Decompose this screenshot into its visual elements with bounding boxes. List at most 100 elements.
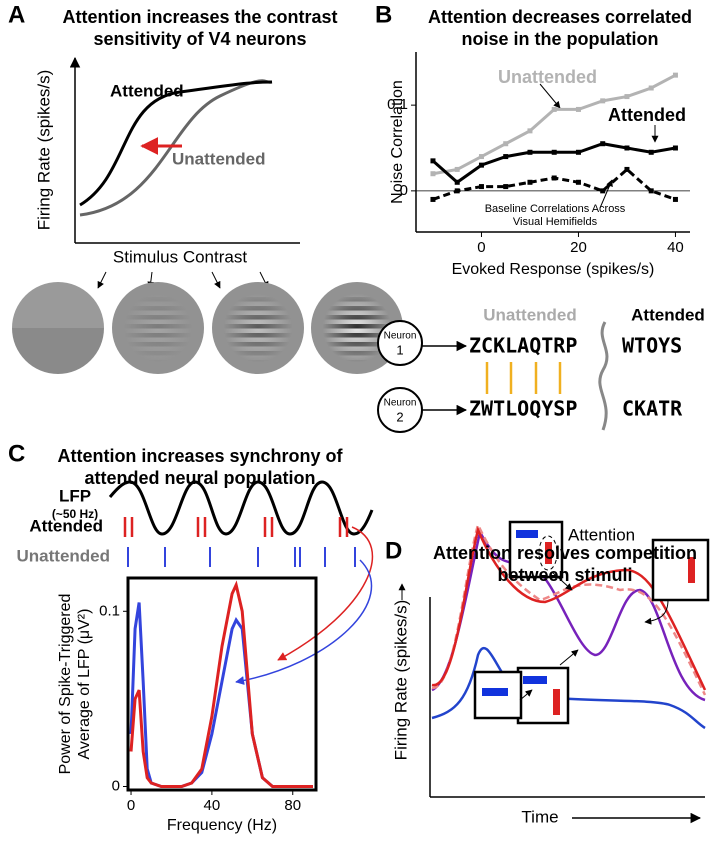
attended-curve: [79, 80, 273, 207]
pointer: [519, 689, 533, 701]
x-axis-label: Evoked Response (spikes/s): [452, 261, 655, 278]
unattended-label: Unattended: [17, 546, 111, 565]
stimulus-bar: [553, 689, 560, 715]
gabor-stimulus: [12, 282, 104, 374]
x-tick-label: 80: [284, 797, 301, 814]
data-point: [672, 196, 678, 202]
unattended-curve: [79, 79, 273, 217]
y-tick-label: 0: [112, 777, 120, 794]
data-point: [624, 145, 630, 151]
x-tick-label: 0: [477, 239, 485, 256]
data-point: [551, 175, 557, 181]
synchrony-links: [485, 362, 562, 394]
stimulus-bar: [688, 557, 695, 583]
data-point: [527, 149, 533, 155]
data-point: [648, 85, 654, 91]
y-tick-label: 0.1: [387, 96, 408, 113]
panel-title: Attention increases the contrast sensiti…: [62, 7, 338, 49]
unattended-header: Unattended: [483, 305, 577, 324]
attention-label: Attention: [568, 525, 635, 544]
panel-letter: B: [375, 1, 392, 28]
x-tick-label: 20: [570, 239, 587, 256]
stimulus-bar: [482, 688, 508, 696]
stimulus-inset: [651, 538, 710, 602]
series-line: [129, 602, 313, 788]
plot-frame: [126, 576, 318, 792]
series-label: Attended: [608, 105, 686, 125]
data-point: [600, 188, 606, 194]
spike-sequence: WTOYS: [622, 334, 682, 358]
neuron-number: 2: [396, 409, 403, 424]
y-tick-label: 0.1: [99, 602, 120, 619]
x-tick-label: 40: [204, 797, 221, 814]
divider: [598, 321, 609, 431]
data-point: [478, 162, 484, 168]
data-point: [648, 188, 654, 194]
data-point: [551, 106, 557, 112]
gabor-grating: [212, 282, 304, 374]
stimulus-bar: [545, 542, 552, 564]
unattended-label: Unattended: [172, 149, 266, 168]
panel-title: Attention resolves competition between s…: [432, 543, 698, 585]
neuron-number: 1: [396, 342, 403, 357]
pointer: [559, 649, 579, 666]
data-point: [672, 145, 678, 151]
link-arrow: [235, 559, 373, 685]
stimulus-bar: [516, 530, 538, 538]
data-point: [478, 154, 484, 160]
lfp-wave: [108, 480, 374, 536]
data-point: [624, 166, 630, 172]
lfp-band: (~50 Hz): [52, 507, 98, 521]
x-axis-label: Stimulus Contrast: [113, 247, 247, 266]
data-point: [503, 184, 509, 190]
data-point: [454, 179, 460, 185]
spike-sequence: CKATR: [622, 397, 683, 421]
data-point: [527, 128, 533, 134]
neuron-label: Neuron: [384, 398, 417, 409]
unattended-spikes: [127, 547, 356, 567]
data-point: [503, 141, 509, 147]
data-point: [648, 149, 654, 155]
attended-label: Attended: [29, 516, 103, 535]
attended-header: Attended: [631, 305, 705, 324]
spike-sequence: ZCKLAQTRP: [469, 334, 577, 358]
series-annotation: Baseline Correlations Across Visual Hemi…: [484, 203, 626, 228]
x-tick-label: 40: [667, 239, 684, 256]
y-axis-label: Power of Spike-Triggered Average of LFP …: [57, 593, 93, 775]
attended-label: Attended: [110, 81, 184, 100]
data-point: [430, 196, 436, 202]
panel-title: Attention increases synchrony of attende…: [57, 446, 343, 488]
x-axis-label: Frequency (Hz): [167, 817, 277, 834]
pointer: [539, 83, 561, 109]
data-point: [600, 141, 606, 147]
y-tick-label: 0: [400, 182, 408, 199]
data-point: [430, 171, 436, 177]
stimulus-bar: [523, 676, 547, 684]
y-axis-label: Firing Rate (spikes/s): [391, 600, 410, 761]
series-label: Unattended: [498, 67, 597, 87]
data-point: [624, 94, 630, 100]
data-point: [575, 149, 581, 155]
neuron-node: [377, 320, 423, 366]
data-point: [503, 154, 509, 160]
data-point: [430, 158, 436, 164]
panel-title: Attention decreases correlated noise in …: [427, 7, 693, 49]
attention-focus: [538, 535, 558, 571]
response-curve: [431, 526, 707, 691]
pointer: [599, 179, 613, 209]
data-point: [600, 98, 606, 104]
data-point: [478, 184, 484, 190]
y-axis-label: Noise Correlation: [389, 80, 406, 204]
data-point: [454, 188, 460, 194]
data-point: [551, 149, 557, 155]
y-axis-label: Firing Rate (spikes/s): [34, 70, 53, 231]
pointer: [644, 599, 669, 625]
pointer: [551, 571, 573, 591]
link-arrow: [277, 526, 374, 661]
panel-letter: A: [8, 1, 25, 28]
lfp-label: LFP: [59, 486, 91, 505]
data-point: [527, 179, 533, 185]
attended-spikes: [123, 517, 349, 537]
data-point: [454, 166, 460, 172]
data-point: [575, 106, 581, 112]
